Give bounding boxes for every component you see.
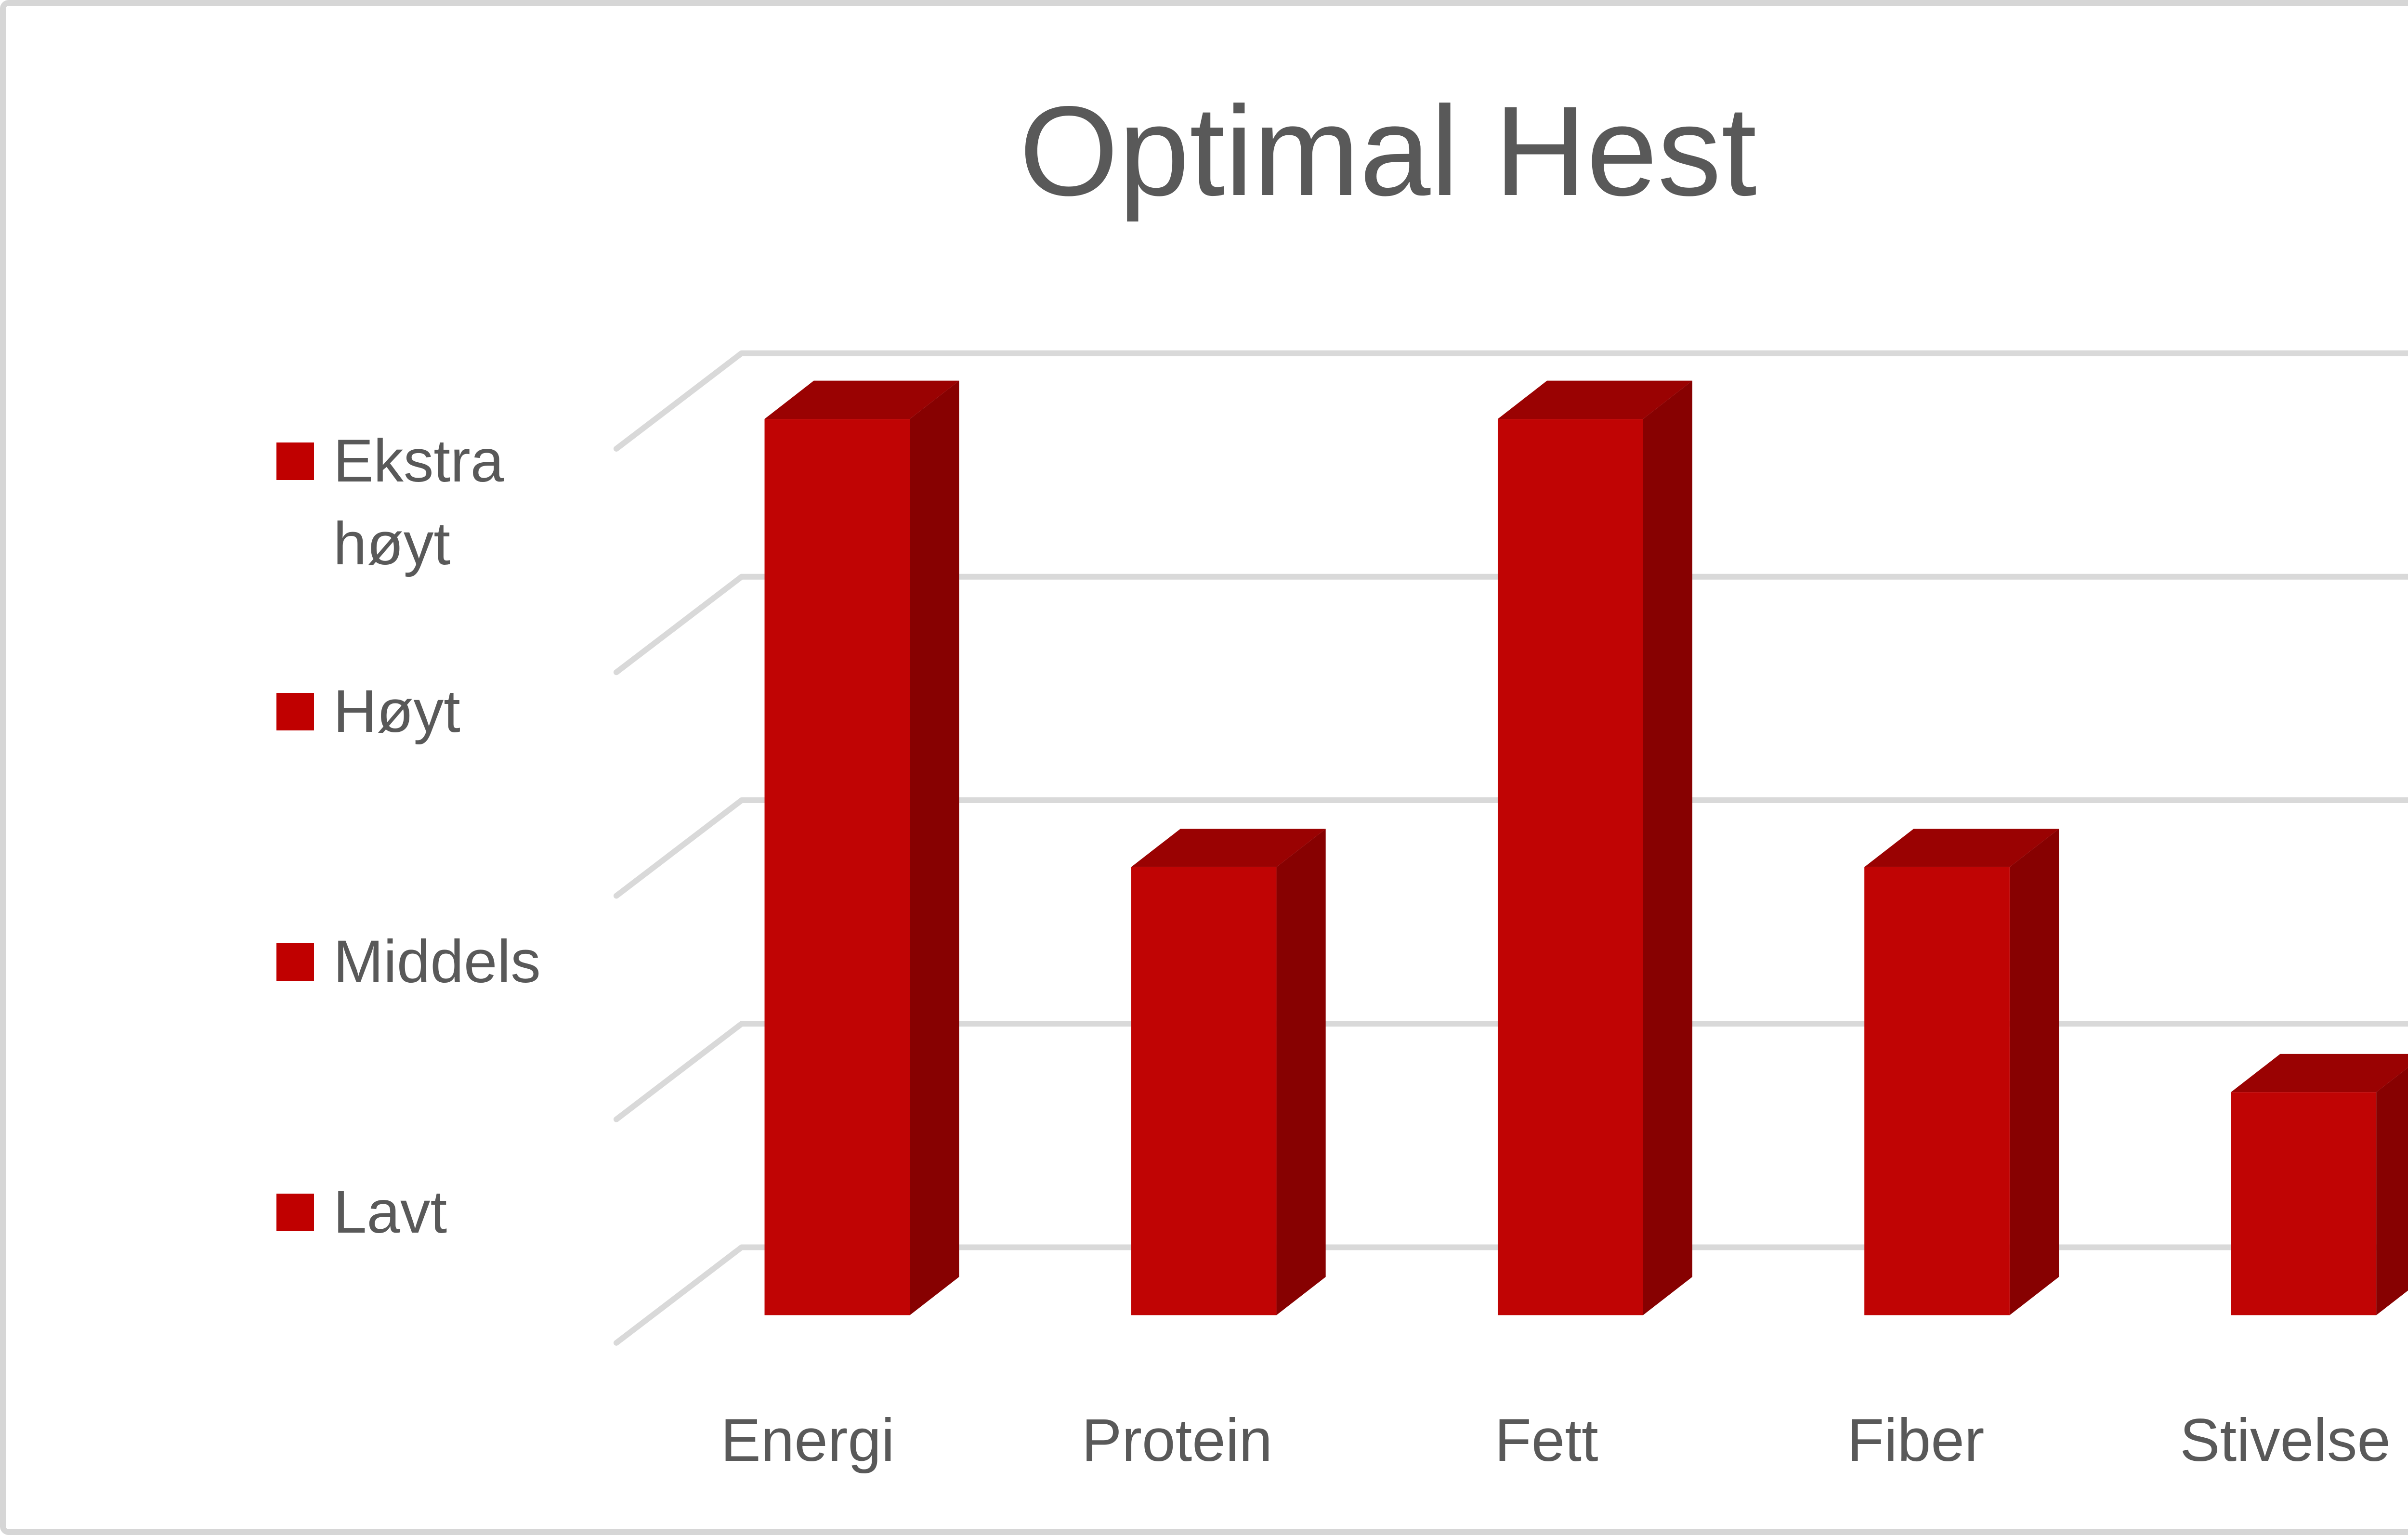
y-axis-label-text: Middels [333,928,541,995]
bar-top-face [1497,380,1692,419]
bar-side-face [910,380,959,1315]
bar-side-face [2009,829,2059,1315]
chart-title: Optimal Hest [1019,80,1757,222]
category-label-fiber: Fiber [1847,1407,1985,1474]
bar-side-face [1643,380,1692,1315]
bar-top-face [2231,1054,2408,1093]
bar-stivelse [2231,1054,2408,1315]
bar-side-face [1276,829,1326,1315]
gridline [613,797,2408,899]
y-axis-label-text: Ekstra høyt [333,428,504,577]
red-square-marker-icon [276,943,314,981]
bar-fett [1497,380,1692,1315]
bar-protein [1131,829,1326,1315]
category-label-stivelse: Stivelse [2180,1407,2391,1474]
bar-top-face [1131,829,1326,867]
bar-fiber [1864,829,2059,1315]
bar-front-face [1864,867,2010,1315]
y-axis-label-middels: Middels [276,921,555,1003]
bar-top-face [1864,829,2059,867]
category-label-energi: Energi [720,1407,895,1474]
category-label-protein: Protein [1081,1407,1273,1474]
red-square-marker-icon [276,693,314,730]
bar-energi [764,380,959,1315]
y-axis-label-text: Høyt [333,678,460,745]
bar-front-face [1497,419,1643,1315]
y-axis-label-ekstra-hoyt: Ekstra høyt [276,420,555,585]
bar-front-face [2231,1092,2377,1315]
category-label-fett: Fett [1494,1407,1598,1474]
bar-front-face [1131,867,1277,1315]
y-axis-label-hoyt: Høyt [276,670,555,753]
red-square-marker-icon [276,1194,314,1231]
red-square-marker-icon [276,442,314,480]
y-axis-label-lavt: Lavt [276,1171,555,1254]
bar-front-face [764,419,910,1315]
gridline [613,573,2408,676]
gridline [613,350,2408,452]
plot-area [613,350,2408,1346]
bar-side-face [2376,1067,2408,1315]
y-axis-label-text: Lavt [333,1179,447,1246]
bar-top-face [764,380,959,419]
